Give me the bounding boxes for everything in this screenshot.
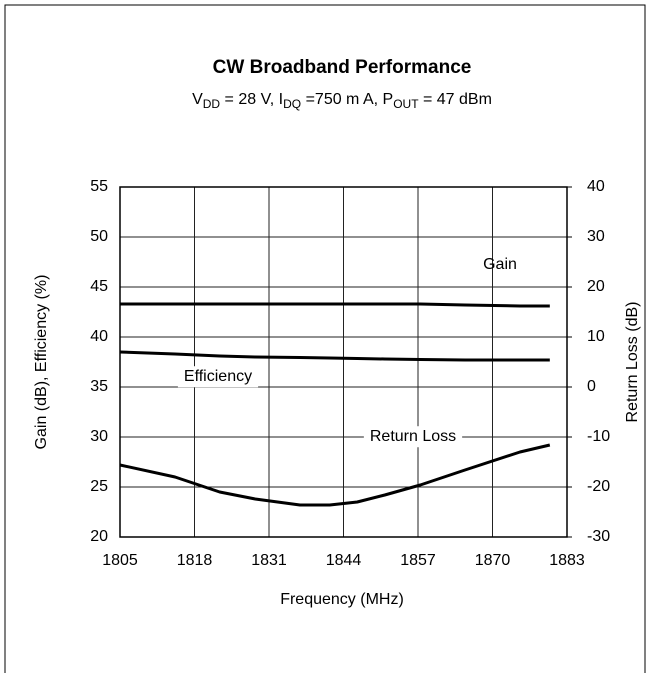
y2-tick-label: -30 bbox=[587, 528, 610, 545]
series-line bbox=[119, 350, 550, 362]
x-tick-label: 1844 bbox=[326, 552, 362, 569]
series-line bbox=[119, 443, 551, 507]
y2-tick-label: -10 bbox=[587, 428, 610, 445]
frame bbox=[4, 4, 646, 673]
y2-tick-label: 40 bbox=[587, 178, 605, 195]
series-label: Efficiency bbox=[184, 368, 252, 385]
y-tick-label: 40 bbox=[90, 328, 108, 345]
y-tick-label: 20 bbox=[90, 528, 108, 545]
y-tick-label: 55 bbox=[90, 178, 108, 195]
y-axis-label: Gain (dB), Efficiency (%) bbox=[33, 275, 50, 450]
x-axis-label: Frequency (MHz) bbox=[280, 591, 404, 608]
subtitle-part: = 28 V, I bbox=[220, 91, 283, 108]
y-tick-label: 50 bbox=[90, 228, 108, 245]
y2-axis-label: Return Loss (dB) bbox=[624, 302, 641, 423]
y2-tick-label: 10 bbox=[587, 328, 605, 345]
series-label: Return Loss bbox=[370, 428, 456, 445]
x-tick-label: 1870 bbox=[475, 552, 511, 569]
y2-tick-label: 20 bbox=[587, 278, 605, 295]
chart-subtitle: VDD = 28 V, IDQ =750 m A, POUT = 47 dBm bbox=[192, 91, 492, 111]
x-tick-label: 1818 bbox=[177, 552, 213, 569]
x-tick-label: 1883 bbox=[549, 552, 585, 569]
label-background bbox=[177, 366, 259, 388]
y-tick-label: 30 bbox=[90, 428, 108, 445]
y2-tick-label: -20 bbox=[587, 478, 610, 495]
plot-border bbox=[119, 186, 568, 538]
subscript: DD bbox=[203, 97, 221, 111]
y-tick-label: 45 bbox=[90, 278, 108, 295]
y-tick-label: 25 bbox=[90, 478, 108, 495]
subtitle-part: =750 m A, P bbox=[301, 91, 393, 108]
y2-tick-label: 0 bbox=[587, 378, 596, 395]
subtitle-part: V bbox=[192, 91, 203, 108]
x-tick-label: 1805 bbox=[102, 552, 138, 569]
series-label: Gain bbox=[483, 256, 517, 273]
x-tick-label: 1831 bbox=[251, 552, 287, 569]
series-line bbox=[120, 302, 550, 308]
subscript: OUT bbox=[393, 97, 419, 111]
y-tick-label: 35 bbox=[90, 378, 108, 395]
chart-title: CW Broadband Performance bbox=[213, 57, 472, 78]
x-tick-label: 1857 bbox=[400, 552, 436, 569]
y2-tick-label: 30 bbox=[587, 228, 605, 245]
subscript: DQ bbox=[283, 97, 301, 111]
subtitle-part: = 47 dBm bbox=[419, 91, 492, 108]
label-background bbox=[363, 426, 463, 448]
